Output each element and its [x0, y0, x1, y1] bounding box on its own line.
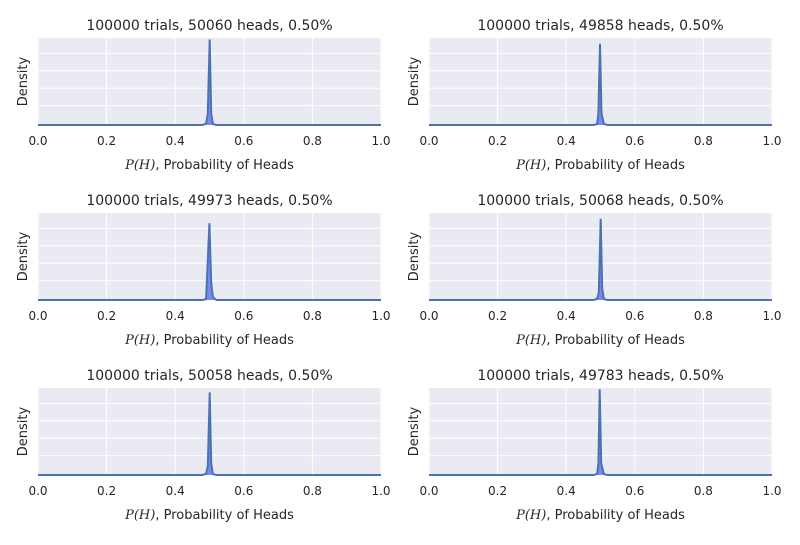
x-axis-label-text: , Probability of Heads [155, 333, 294, 348]
x-tick-label: 0.4 [166, 484, 185, 498]
x-tick-label: 1.0 [762, 484, 781, 498]
x-tick-label: 0.8 [303, 484, 322, 498]
x-axis-label: P(H), Probability of Heads [515, 333, 685, 348]
x-axis-label-text: , Probability of Heads [155, 158, 294, 173]
x-axis-label: P(H), Probability of Heads [124, 333, 294, 348]
x-tick-label: 0.8 [694, 309, 713, 323]
x-axis-label-math: P(H) [515, 333, 546, 348]
x-tick-label: 0.8 [303, 134, 322, 148]
x-axis-label-math: P(H) [124, 508, 155, 523]
x-tick-label: 0.2 [97, 309, 116, 323]
x-tick-label: 0.4 [166, 134, 185, 148]
x-tick-label: 0.2 [97, 134, 116, 148]
x-tick-label: 0.2 [488, 134, 507, 148]
x-tick-label: 0.6 [625, 134, 644, 148]
x-tick-label: 0.2 [488, 309, 507, 323]
x-axis-label-math: P(H) [515, 508, 546, 523]
x-axis-label-math: P(H) [515, 158, 546, 173]
y-axis-label: Density [407, 56, 422, 106]
y-axis-label: Density [407, 231, 422, 281]
x-tick-label: 0.0 [419, 484, 438, 498]
y-axis-label: Density [16, 56, 31, 106]
x-axis-label: P(H), Probability of Heads [515, 508, 685, 523]
x-tick-label: 0.2 [97, 484, 116, 498]
density-line [429, 389, 772, 476]
x-axis-label-text: , Probability of Heads [546, 333, 685, 348]
y-axis-label: Density [16, 231, 31, 281]
y-axis-label: Density [407, 406, 422, 456]
x-tick-label: 1.0 [371, 134, 390, 148]
subplot-6: 0.0 0.2 0.4 0.6 0.8 1.0 100000 trials, 49783 h… [407, 368, 782, 523]
x-axis-label-text: , Probability of Heads [546, 508, 685, 523]
x-tick-label: 0.6 [234, 309, 253, 323]
x-axis-label-text: , Probability of Heads [546, 158, 685, 173]
subplot-5: 0.0 0.2 0.4 0.6 0.8 1.0 100000 trials, 50058 h… [16, 368, 391, 523]
subplot-title: 100000 trials, 50068 heads, 0.50% [477, 193, 723, 209]
x-tick-label: 0.0 [419, 134, 438, 148]
x-tick-label: 1.0 [371, 309, 390, 323]
x-axis-label: P(H), Probability of Heads [515, 158, 685, 173]
subplot-title: 100000 trials, 49973 heads, 0.50% [86, 193, 332, 209]
y-axis-label: Density [16, 406, 31, 456]
subplot-title: 100000 trials, 49783 heads, 0.50% [477, 368, 723, 384]
x-axis-label: P(H), Probability of Heads [124, 508, 294, 523]
subplot-1: 0.0 0.2 0.4 0.6 0.8 1.0 100000 trials, 50060 h… [16, 18, 391, 173]
x-tick-label: 0.6 [625, 309, 644, 323]
subplot-2: 0.0 0.2 0.4 0.6 0.8 1.0 100000 trials, 49858 h… [407, 18, 782, 173]
x-tick-label: 0.6 [625, 484, 644, 498]
x-tick-label: 0.2 [488, 484, 507, 498]
x-axis-label-math: P(H) [124, 333, 155, 348]
x-tick-label: 1.0 [762, 134, 781, 148]
x-tick-label: 1.0 [371, 484, 390, 498]
x-tick-label: 0.0 [419, 309, 438, 323]
subplot-title: 100000 trials, 50060 heads, 0.50% [86, 18, 332, 34]
x-tick-label: 0.8 [694, 484, 713, 498]
x-tick-label: 1.0 [762, 309, 781, 323]
x-tick-label: 0.0 [28, 309, 47, 323]
x-axis-label-text: , Probability of Heads [155, 508, 294, 523]
x-tick-label: 0.4 [557, 309, 576, 323]
x-tick-label: 0.4 [557, 134, 576, 148]
subplot-4: 0.0 0.2 0.4 0.6 0.8 1.0 100000 trials, 50068 h… [407, 193, 782, 348]
x-axis-label: P(H), Probability of Heads [124, 158, 294, 173]
density-line [429, 218, 772, 301]
density-line [38, 392, 381, 476]
x-tick-label: 0.8 [694, 134, 713, 148]
subplot-3: 0.0 0.2 0.4 0.6 0.8 1.0 100000 trials, 49973 h… [16, 193, 391, 348]
x-tick-label: 0.4 [557, 484, 576, 498]
x-tick-label: 0.0 [28, 134, 47, 148]
density-line [38, 223, 381, 301]
subplot-title: 100000 trials, 50058 heads, 0.50% [86, 368, 332, 384]
x-tick-label: 0.0 [28, 484, 47, 498]
x-tick-label: 0.4 [166, 309, 185, 323]
subplot-title: 100000 trials, 49858 heads, 0.50% [477, 18, 723, 34]
x-tick-label: 0.6 [234, 134, 253, 148]
x-tick-label: 0.8 [303, 309, 322, 323]
density-line [429, 43, 772, 126]
density-line [38, 39, 381, 126]
x-axis-label-math: P(H) [124, 158, 155, 173]
x-tick-label: 0.6 [234, 484, 253, 498]
density-fill [38, 223, 381, 300]
